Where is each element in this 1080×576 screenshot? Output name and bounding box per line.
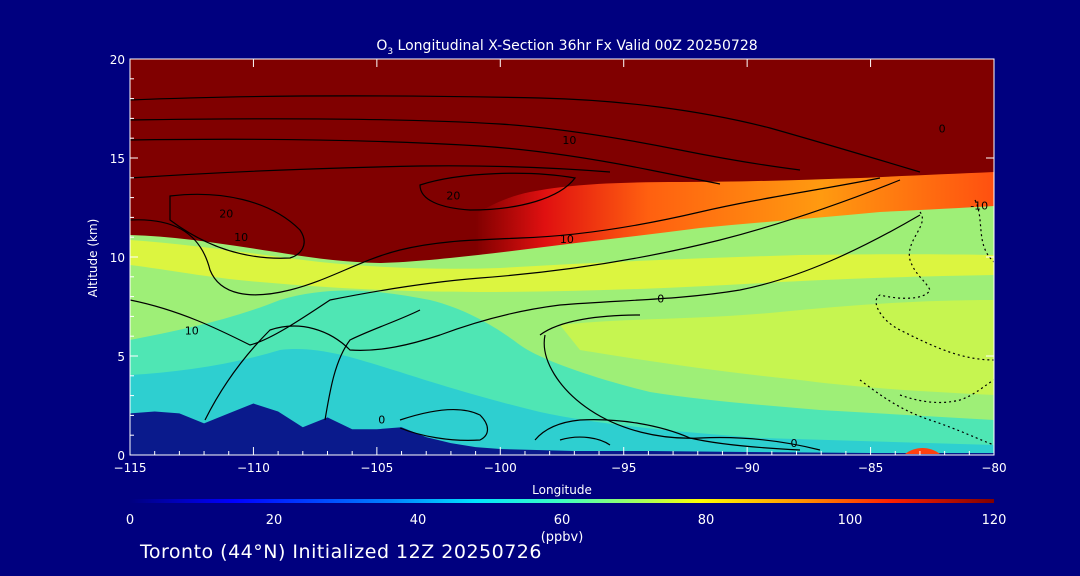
x-tick-label: −115 [114, 461, 147, 475]
surface-hotspot [905, 448, 940, 454]
x-tick-label: −85 [858, 461, 883, 475]
contour-label: 10 [234, 231, 248, 244]
x-tick-label: −90 [734, 461, 759, 475]
contour-label: 0 [791, 437, 798, 450]
colorbar-tick-label: 20 [266, 513, 283, 528]
x-tick-label: −80 [981, 461, 1006, 475]
y-tick-label: 15 [110, 152, 125, 166]
colorbar [130, 499, 994, 503]
contour-label: 0 [939, 122, 946, 135]
upper-trop-band [130, 240, 994, 292]
x-tick-label: −110 [237, 461, 270, 475]
y-axis-label: Altitude (km) [86, 219, 100, 298]
location-label: Toronto (44°N) Initialized 12Z 20250726 [140, 541, 542, 563]
colorbar-tick-label: 120 [982, 513, 1007, 528]
x-axis-label: Longitude [532, 483, 592, 497]
colorbar-ticks: 0 20 40 60 80 100 120 [126, 513, 1007, 528]
mid-ozone-region [560, 300, 994, 395]
colorbar-tick-label: 0 [126, 513, 134, 528]
contour-label: 10 [185, 324, 199, 337]
dotted-contours [859, 199, 994, 446]
contour-label: 0 [657, 293, 664, 306]
y-tick-label: 0 [117, 449, 125, 463]
contour-label: 20 [219, 207, 233, 220]
contour-label: -10 [970, 200, 988, 213]
colorbar-tick-label: 60 [554, 513, 571, 528]
x-tick-label: −105 [360, 461, 393, 475]
x-tick-label: −100 [484, 461, 517, 475]
colorbar-tick-label: 80 [698, 513, 715, 528]
x-tick-label: −95 [611, 461, 636, 475]
y-tick-label: 5 [117, 350, 125, 364]
chart-title: O3 Longitudinal X-Section 36hr Fx Valid … [376, 38, 757, 57]
y-tick-label: 20 [110, 53, 125, 67]
colorbar-unit-label: (ppbv) [541, 530, 584, 545]
contour-label: 0 [378, 413, 385, 426]
colorbar-tick-label: 100 [838, 513, 863, 528]
contour-label: 20 [446, 190, 460, 203]
contour-label: 10 [562, 134, 576, 147]
surface-terrain [130, 403, 994, 455]
contour-lines [130, 95, 921, 451]
y-axis: 0 5 10 15 20 [110, 53, 994, 463]
x-axis: −115 −110 −105 −100 −95 −90 −85 −80 [114, 59, 1007, 475]
colorbar-tick-label: 40 [410, 513, 427, 528]
contour-label: 10 [560, 233, 574, 246]
y-tick-label: 10 [110, 251, 125, 265]
